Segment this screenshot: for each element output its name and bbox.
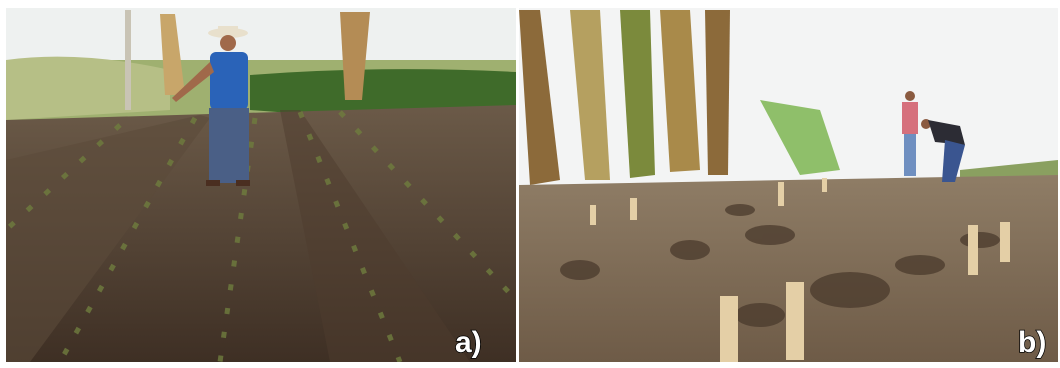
page: a) b) xyxy=(0,0,1060,368)
figure: a) b) xyxy=(0,0,1060,368)
panel-label: a) xyxy=(455,326,482,359)
photo-b: b) xyxy=(519,8,1058,362)
panel-label: b) xyxy=(1018,326,1046,359)
photo-a: a) xyxy=(6,8,516,362)
